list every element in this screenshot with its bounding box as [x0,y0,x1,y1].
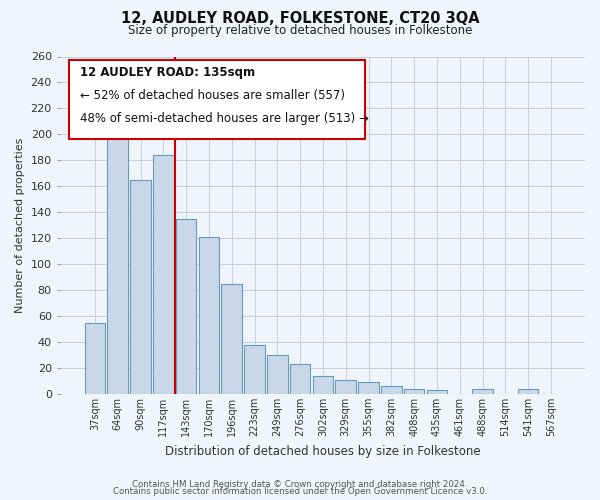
Text: ← 52% of detached houses are smaller (557): ← 52% of detached houses are smaller (55… [80,88,345,102]
Bar [381,386,401,394]
Text: Contains public sector information licensed under the Open Government Licence v3: Contains public sector information licen… [113,487,487,496]
Bar [107,128,128,394]
Bar [518,389,538,394]
Bar [290,364,310,394]
Bar [199,237,219,394]
Bar [472,389,493,394]
Text: 48% of semi-detached houses are larger (513) →: 48% of semi-detached houses are larger (… [80,112,369,125]
Bar [404,389,424,394]
Text: 12 AUDLEY ROAD: 135sqm: 12 AUDLEY ROAD: 135sqm [80,66,256,79]
Bar [176,219,196,394]
Y-axis label: Number of detached properties: Number of detached properties [15,138,25,313]
Bar [85,322,105,394]
Bar [244,344,265,394]
Bar [221,284,242,394]
Bar [358,382,379,394]
FancyBboxPatch shape [68,60,365,139]
Bar [427,390,447,394]
Text: 12, AUDLEY ROAD, FOLKESTONE, CT20 3QA: 12, AUDLEY ROAD, FOLKESTONE, CT20 3QA [121,11,479,26]
Bar [313,376,333,394]
Text: Size of property relative to detached houses in Folkestone: Size of property relative to detached ho… [128,24,472,37]
Bar [153,155,173,394]
Bar [335,380,356,394]
Text: Contains HM Land Registry data © Crown copyright and database right 2024.: Contains HM Land Registry data © Crown c… [132,480,468,489]
Bar [267,355,287,394]
Bar [130,180,151,394]
X-axis label: Distribution of detached houses by size in Folkestone: Distribution of detached houses by size … [165,444,481,458]
